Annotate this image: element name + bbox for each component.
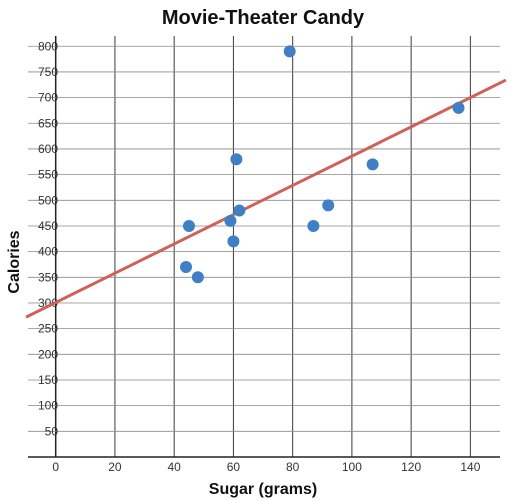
tick-labels: 0 20 40 60 80 100 120 140 50 100 150 200 250 300 350 40… <box>38 39 481 474</box>
y-tick-label: 500 <box>38 193 58 207</box>
y-tick-label: 800 <box>38 39 58 53</box>
y-axis-label: Calories <box>6 230 23 293</box>
data-point <box>224 214 237 227</box>
y-tick-label: 750 <box>38 65 58 79</box>
x-tick-label: 60 <box>227 460 241 474</box>
data-points <box>180 45 465 284</box>
y-tick-label: 100 <box>38 399 58 413</box>
y-tick-label: 550 <box>38 168 58 182</box>
trend-line <box>25 78 507 319</box>
y-tick-label: 150 <box>38 373 58 387</box>
y-tick-label: 450 <box>38 219 58 233</box>
x-tick-label: 120 <box>401 460 421 474</box>
trend-line-layer <box>25 78 507 319</box>
data-point <box>182 219 195 232</box>
x-tick-label: 140 <box>460 460 480 474</box>
x-tick-label: 100 <box>342 460 362 474</box>
y-tick-label: 600 <box>38 142 58 156</box>
x-axis-label: Sugar (grams) <box>209 481 317 498</box>
y-tick-label: 250 <box>38 322 58 336</box>
data-point <box>233 204 246 217</box>
x-tick-label: 20 <box>108 460 122 474</box>
data-point <box>230 153 243 166</box>
y-tick-label: 400 <box>38 245 58 259</box>
grid-lines <box>28 36 500 458</box>
data-point <box>307 219 320 232</box>
x-tick-label: 0 <box>52 460 59 474</box>
x-tick-label: 80 <box>286 460 300 474</box>
data-point <box>452 101 465 114</box>
y-tick-label: 50 <box>45 424 59 438</box>
data-point <box>180 261 193 274</box>
y-tick-label: 300 <box>38 296 58 310</box>
data-point <box>322 199 335 212</box>
data-point <box>191 271 204 284</box>
y-tick-label: 350 <box>38 270 58 284</box>
data-point <box>366 158 379 171</box>
data-point <box>283 45 296 58</box>
y-tick-label: 700 <box>38 91 58 105</box>
y-tick-label: 650 <box>38 116 58 130</box>
x-tick-label: 40 <box>167 460 181 474</box>
chart-title: Movie-Theater Candy <box>162 7 365 29</box>
data-point <box>227 235 240 248</box>
y-tick-label: 200 <box>38 347 58 361</box>
